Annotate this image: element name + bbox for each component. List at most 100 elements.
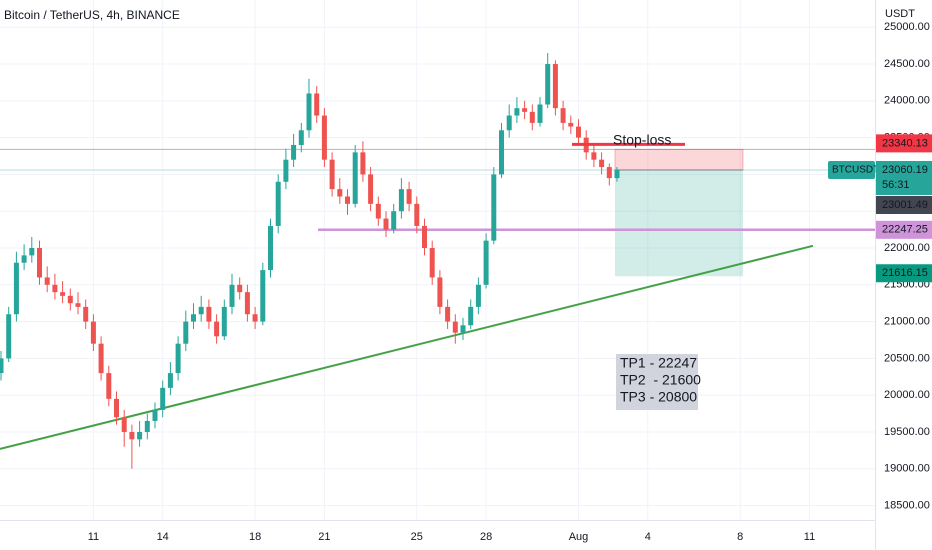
candle-body bbox=[321, 115, 327, 160]
candle-body bbox=[221, 306, 227, 337]
y-tick-label: 24000.00 bbox=[884, 95, 930, 107]
candle-body bbox=[522, 108, 528, 112]
candle-body bbox=[406, 189, 412, 204]
candle-body bbox=[560, 108, 566, 123]
y-tick-label: 18500.00 bbox=[884, 499, 930, 511]
candle-body bbox=[599, 159, 605, 168]
x-tick-label: 11 bbox=[804, 531, 815, 543]
candle-body bbox=[291, 144, 297, 160]
candle-body bbox=[375, 203, 381, 219]
candle-body bbox=[29, 248, 35, 256]
y-tick-label: 21000.00 bbox=[884, 316, 930, 328]
note-line: TP3 - 20800 bbox=[620, 389, 697, 405]
candle-body bbox=[314, 93, 320, 116]
candle-body bbox=[491, 174, 497, 241]
candle-body bbox=[160, 387, 166, 410]
candle-body bbox=[191, 314, 196, 322]
candle-body bbox=[206, 306, 212, 322]
note-line: TP2 - 21600 bbox=[620, 372, 701, 388]
candle-body bbox=[21, 255, 27, 263]
candle-body bbox=[137, 431, 143, 440]
candle-body bbox=[460, 325, 466, 333]
stop-text: Stop-loss bbox=[613, 132, 671, 148]
x-tick-label: 18 bbox=[249, 531, 261, 543]
candle-body bbox=[13, 262, 19, 315]
candle-body bbox=[391, 211, 397, 230]
support-price-label-bg bbox=[876, 220, 932, 239]
candle-body bbox=[283, 159, 289, 182]
candle-body bbox=[275, 181, 281, 226]
candle-body bbox=[167, 373, 173, 388]
candle-body bbox=[183, 321, 189, 344]
y-tick-label: 19500.00 bbox=[884, 426, 930, 438]
candle-body bbox=[252, 314, 258, 322]
candle-body bbox=[506, 115, 512, 131]
candle-body bbox=[360, 152, 366, 175]
candle-body bbox=[545, 64, 551, 105]
candle-body bbox=[345, 196, 350, 204]
x-tick-label: Aug bbox=[569, 531, 589, 543]
candle-body bbox=[414, 203, 420, 226]
candle-body bbox=[0, 358, 4, 374]
x-tick-label: 14 bbox=[157, 531, 169, 543]
candle-body bbox=[368, 174, 374, 204]
candle-body bbox=[591, 152, 597, 160]
candle-body bbox=[452, 321, 458, 333]
x-tick-label: 28 bbox=[480, 531, 492, 543]
x-tick-label: 11 bbox=[88, 531, 99, 543]
candle-body bbox=[244, 292, 250, 315]
candle-body bbox=[329, 159, 335, 190]
stop-price-label-bg bbox=[876, 134, 932, 153]
candle-body bbox=[537, 104, 543, 123]
candle-body bbox=[75, 303, 81, 307]
candle-body bbox=[67, 295, 73, 304]
candle-body bbox=[606, 167, 612, 179]
candle-body bbox=[468, 306, 474, 326]
x-tick-label: 4 bbox=[645, 531, 651, 543]
target-price-label: 21616.15 bbox=[882, 267, 928, 279]
target-price-label-bg bbox=[876, 264, 932, 283]
candle-body bbox=[114, 398, 119, 418]
candle-body bbox=[552, 64, 558, 109]
trendline bbox=[0, 244, 814, 450]
candle-body bbox=[129, 431, 135, 440]
candle-body bbox=[437, 277, 443, 307]
candle-body bbox=[60, 292, 66, 296]
candle-body bbox=[475, 284, 481, 307]
candle-body bbox=[268, 225, 273, 271]
candle-body bbox=[198, 306, 204, 315]
x-tick-label: 21 bbox=[318, 531, 330, 543]
candle-body bbox=[614, 169, 620, 179]
y-tick-label: 25000.00 bbox=[884, 21, 930, 33]
candle-body bbox=[576, 126, 581, 138]
candle-body bbox=[514, 108, 520, 116]
candle-body bbox=[398, 189, 404, 212]
candle-body bbox=[237, 284, 243, 293]
stop-zone bbox=[614, 148, 744, 171]
candle-body bbox=[44, 277, 50, 285]
candle-body bbox=[83, 306, 89, 322]
candle-body bbox=[90, 321, 96, 344]
candle-body bbox=[445, 306, 451, 322]
symbol-label: BTCUSDT bbox=[832, 165, 879, 176]
candle-body bbox=[260, 270, 266, 322]
candle-body bbox=[144, 420, 150, 432]
target-zone bbox=[615, 169, 743, 277]
candle-body bbox=[499, 130, 504, 175]
current-price-bg bbox=[876, 160, 932, 195]
y-tick-label: 22000.00 bbox=[884, 242, 930, 254]
y-tick-label: 19000.00 bbox=[884, 463, 930, 475]
candle-body bbox=[422, 225, 427, 249]
countdown-label: 56:31 bbox=[882, 179, 910, 191]
prev-price-label-bg bbox=[876, 195, 932, 214]
y-tick-label: 24500.00 bbox=[884, 58, 930, 70]
unit-label: USDT bbox=[885, 8, 915, 20]
current-price-label: 23060.19 bbox=[882, 164, 928, 176]
chart-title: Bitcoin / TetherUS, 4h, BINANCE bbox=[4, 8, 180, 22]
candle-body bbox=[98, 343, 104, 374]
note-line: TP1 - 22247 bbox=[620, 355, 697, 371]
candle-body bbox=[337, 189, 343, 197]
candle-body bbox=[37, 248, 42, 278]
candle-body bbox=[568, 122, 574, 127]
